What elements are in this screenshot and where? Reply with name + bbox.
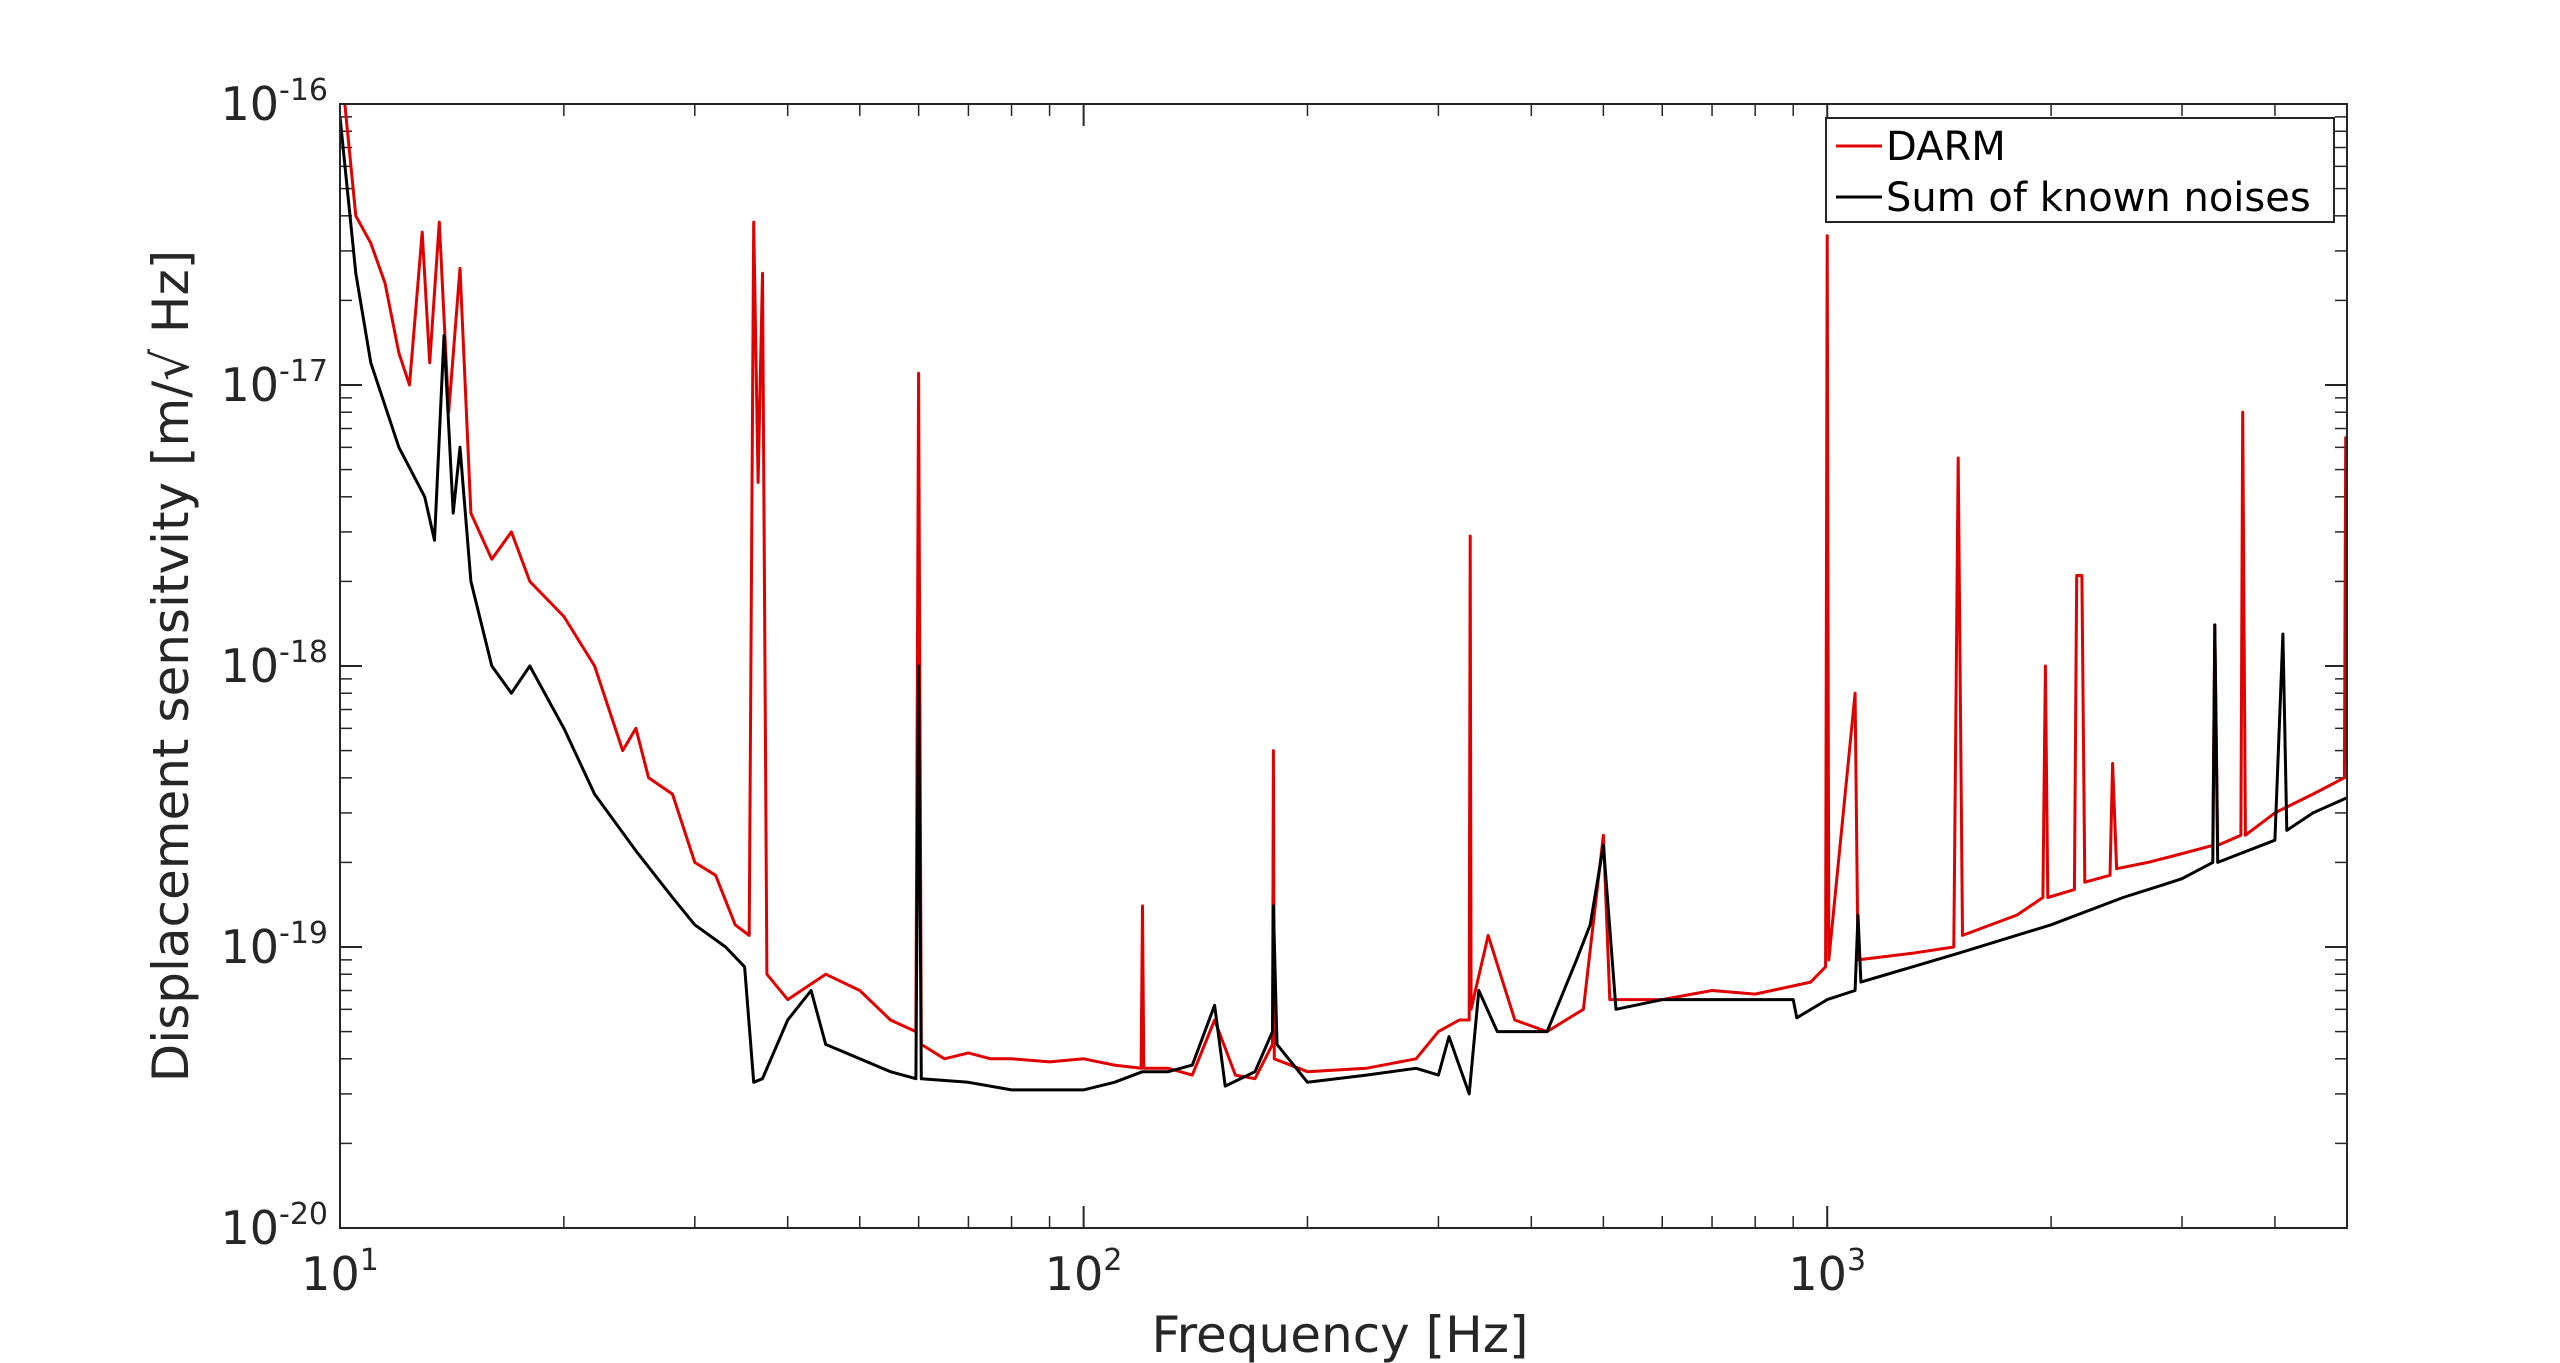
series-line-darm (343, 104, 2347, 1081)
minor-ticks (340, 104, 2347, 1228)
x-tick-labels: 101 102 103 (301, 1243, 1866, 1301)
y-tick-labels: 10-16 10-17 10-18 10-19 10-20 (220, 73, 328, 1255)
x-tick-label: 103 (1788, 1243, 1866, 1301)
plot-frame (339, 103, 2348, 1229)
legend-box (1825, 117, 2335, 223)
series-line-sum-of-known-noises (340, 116, 2347, 1096)
x-tick-label: 102 (1045, 1243, 1123, 1301)
x-tick-label: 101 (301, 1243, 379, 1301)
legend-label-sum-of-known-noises: Sum of known noises (1886, 175, 2311, 221)
y-axis-label: Displacement sensitvity [m/√ Hz] (142, 250, 200, 1082)
y-tick-label: 10-18 (220, 635, 328, 693)
legend: DARM Sum of known noises (1825, 117, 2335, 223)
series-layer (340, 104, 2347, 1096)
plot-area (339, 103, 2348, 1229)
y-tick-label: 10-16 (220, 73, 328, 131)
x-axis-label: Frequency [Hz] (1151, 1306, 1528, 1363)
legend-label-darm: DARM (1886, 124, 2006, 170)
y-tick-label: 10-20 (220, 1197, 328, 1255)
y-tick-label: 10-17 (220, 354, 328, 412)
y-tick-label: 10-19 (220, 916, 328, 974)
